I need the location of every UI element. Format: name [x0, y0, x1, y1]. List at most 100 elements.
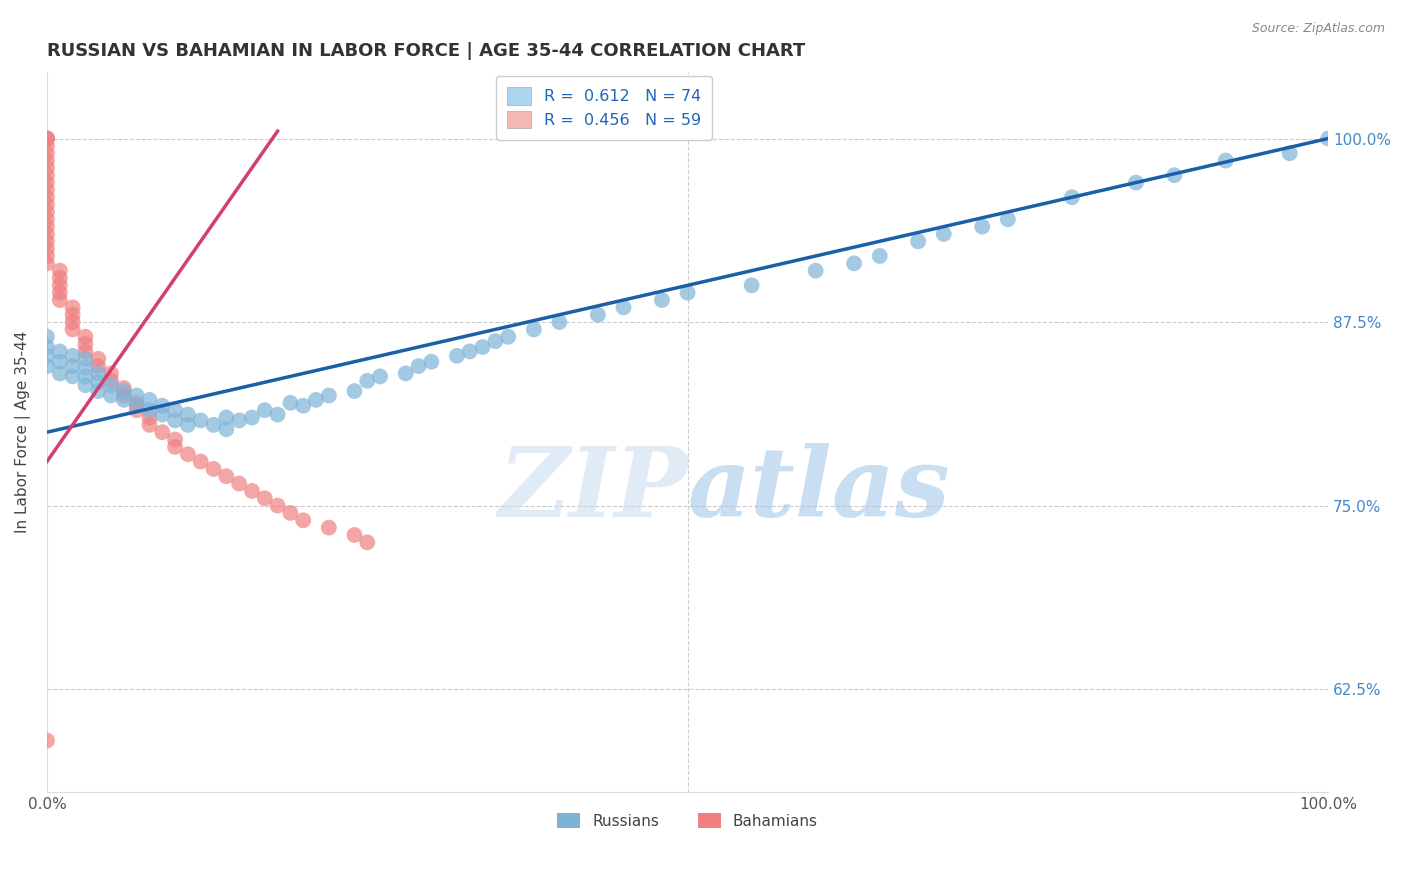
Point: [87, 367, 110, 381]
Point: [305, 392, 328, 407]
Point: [112, 392, 135, 407]
Point: [49, 263, 72, 277]
Point: [35, 153, 58, 168]
Point: [35, 205, 58, 219]
Point: [280, 396, 302, 410]
Point: [75, 378, 97, 392]
Point: [75, 337, 97, 351]
Point: [1317, 131, 1340, 145]
Point: [138, 417, 160, 432]
Point: [292, 399, 315, 413]
Point: [1278, 146, 1301, 161]
Point: [62, 308, 84, 322]
Point: [1163, 168, 1185, 182]
Point: [165, 413, 187, 427]
Point: [190, 413, 212, 427]
Point: [100, 388, 122, 402]
Point: [165, 440, 187, 454]
Text: atlas: atlas: [688, 442, 950, 537]
Point: [35, 349, 58, 363]
Point: [177, 417, 200, 432]
Point: [395, 367, 418, 381]
Point: [446, 349, 468, 363]
Text: RUSSIAN VS BAHAMIAN IN LABOR FORCE | AGE 35-44 CORRELATION CHART: RUSSIAN VS BAHAMIAN IN LABOR FORCE | AGE…: [46, 42, 806, 60]
Point: [484, 334, 506, 348]
Point: [35, 176, 58, 190]
Point: [266, 499, 288, 513]
Point: [972, 219, 994, 234]
Point: [202, 462, 225, 476]
Point: [49, 278, 72, 293]
Point: [408, 359, 430, 373]
Point: [253, 403, 276, 417]
Point: [35, 190, 58, 204]
Point: [62, 359, 84, 373]
Point: [87, 376, 110, 390]
Point: [356, 374, 378, 388]
Point: [190, 454, 212, 468]
Point: [228, 413, 250, 427]
Point: [741, 278, 763, 293]
Point: [612, 301, 634, 315]
Point: [112, 381, 135, 395]
Point: [676, 285, 699, 300]
Point: [35, 256, 58, 270]
Point: [35, 330, 58, 344]
Point: [138, 403, 160, 417]
Point: [35, 183, 58, 197]
Point: [548, 315, 571, 329]
Point: [35, 146, 58, 161]
Point: [125, 396, 148, 410]
Point: [75, 360, 97, 375]
Point: [100, 378, 122, 392]
Point: [35, 227, 58, 241]
Point: [49, 367, 72, 381]
Point: [356, 535, 378, 549]
Point: [869, 249, 891, 263]
Point: [458, 344, 481, 359]
Point: [49, 271, 72, 285]
Point: [343, 384, 366, 398]
Point: [150, 408, 173, 422]
Point: [292, 513, 315, 527]
Point: [87, 351, 110, 366]
Point: [150, 399, 173, 413]
Point: [228, 476, 250, 491]
Point: [138, 410, 160, 425]
Point: [240, 410, 263, 425]
Point: [932, 227, 955, 241]
Point: [35, 235, 58, 249]
Point: [586, 308, 609, 322]
Point: [368, 369, 391, 384]
Point: [62, 322, 84, 336]
Point: [62, 349, 84, 363]
Text: Source: ZipAtlas.com: Source: ZipAtlas.com: [1251, 22, 1385, 36]
Point: [35, 161, 58, 175]
Point: [240, 483, 263, 498]
Point: [125, 399, 148, 413]
Point: [997, 212, 1019, 227]
Point: [907, 235, 929, 249]
Point: [100, 374, 122, 388]
Point: [1215, 153, 1237, 168]
Point: [1125, 176, 1147, 190]
Point: [35, 131, 58, 145]
Point: [318, 521, 340, 535]
Point: [215, 410, 238, 425]
Point: [150, 425, 173, 440]
Point: [35, 131, 58, 145]
Point: [253, 491, 276, 506]
Point: [318, 388, 340, 402]
Point: [35, 212, 58, 227]
Point: [165, 403, 187, 417]
Text: ZIP: ZIP: [498, 442, 688, 537]
Point: [100, 367, 122, 381]
Point: [343, 528, 366, 542]
Point: [62, 301, 84, 315]
Point: [49, 355, 72, 369]
Point: [35, 733, 58, 747]
Point: [49, 344, 72, 359]
Point: [266, 408, 288, 422]
Point: [165, 433, 187, 447]
Point: [87, 359, 110, 373]
